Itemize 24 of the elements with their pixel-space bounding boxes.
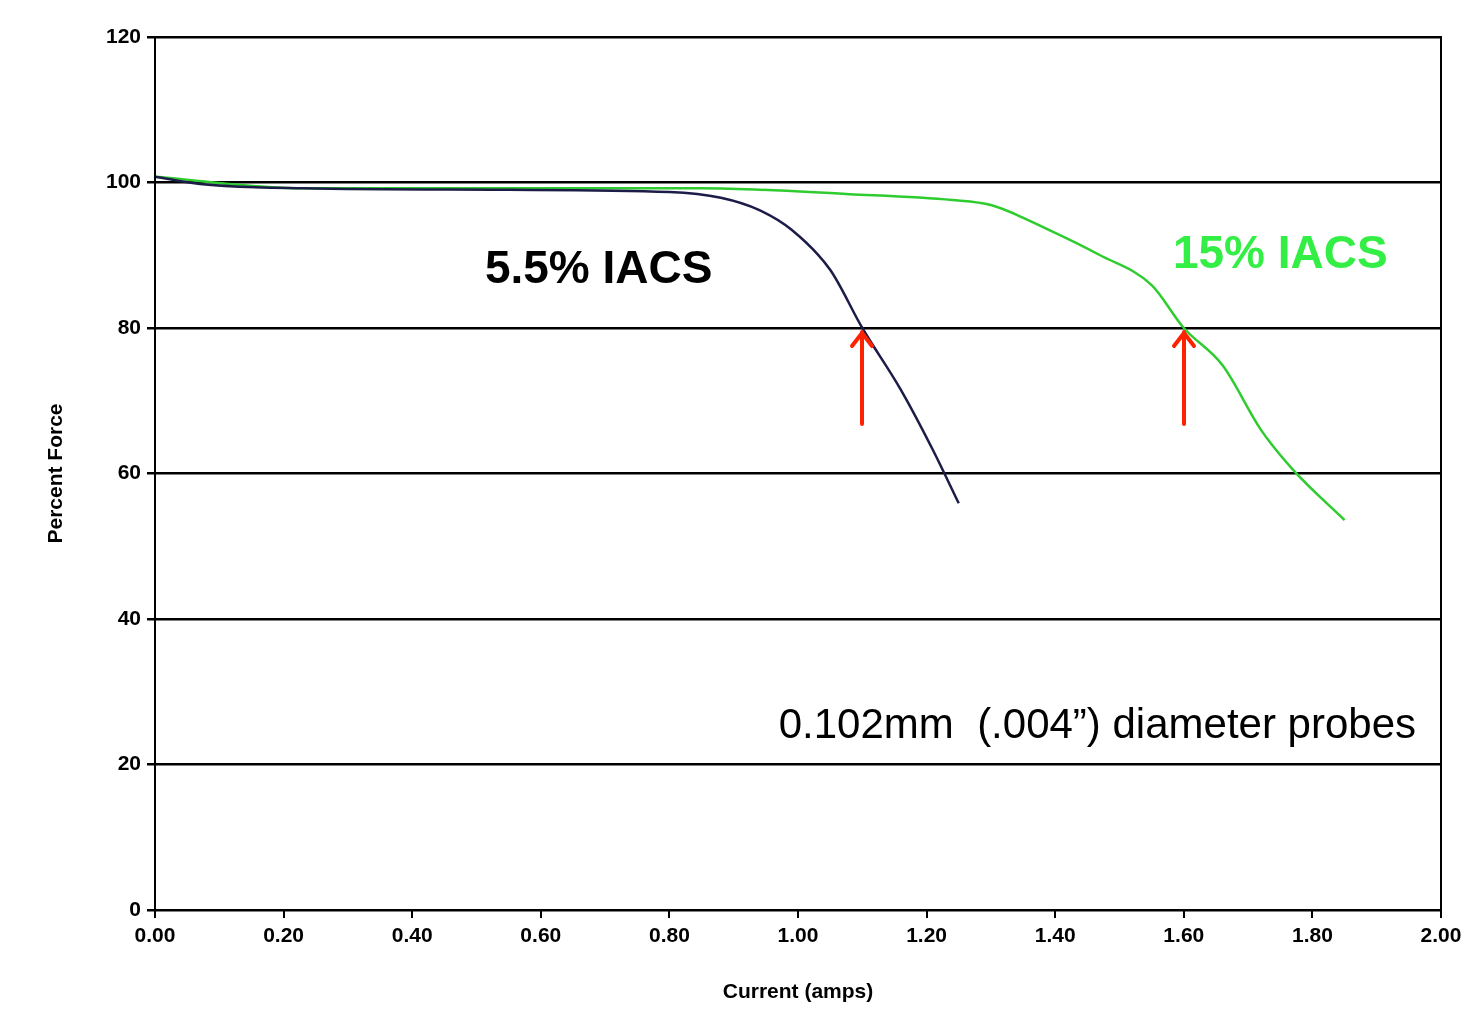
line-series bbox=[155, 175, 960, 505]
y-tick-label: 40 bbox=[117, 605, 141, 629]
x-tick-label: 1.00 bbox=[777, 923, 819, 947]
y-tick-label: 0 bbox=[129, 896, 141, 920]
x-tick-label: 0.60 bbox=[520, 923, 562, 947]
x-tick-label: 2.00 bbox=[1420, 923, 1462, 947]
x-tick-label: 1.60 bbox=[1163, 923, 1205, 947]
x-tick-label: 0.80 bbox=[648, 923, 690, 947]
annotation: 0.102mm (.004”) diameter probes bbox=[778, 700, 1416, 748]
series-label: 15% IACS bbox=[1172, 225, 1388, 278]
y-tick-label: 120 bbox=[105, 23, 141, 47]
x-tick-label: 0.40 bbox=[391, 923, 433, 947]
y-tick-label: 100 bbox=[105, 169, 141, 193]
x-tick-label: 1.80 bbox=[1291, 923, 1333, 947]
x-axis-title: Current (amps) bbox=[722, 979, 874, 1003]
y-tick-label: 20 bbox=[117, 751, 141, 775]
series-label: 5.5% IACS bbox=[484, 240, 713, 293]
x-tick-label: 1.40 bbox=[1034, 923, 1076, 947]
y-axis-title: Percent Force bbox=[43, 403, 67, 544]
y-tick-label: 60 bbox=[117, 460, 141, 484]
y-tick-label: 80 bbox=[117, 314, 141, 338]
x-tick-label: 0.20 bbox=[263, 923, 305, 947]
x-tick-label: 1.20 bbox=[906, 923, 948, 947]
x-tick-label: 0.00 bbox=[134, 923, 176, 947]
